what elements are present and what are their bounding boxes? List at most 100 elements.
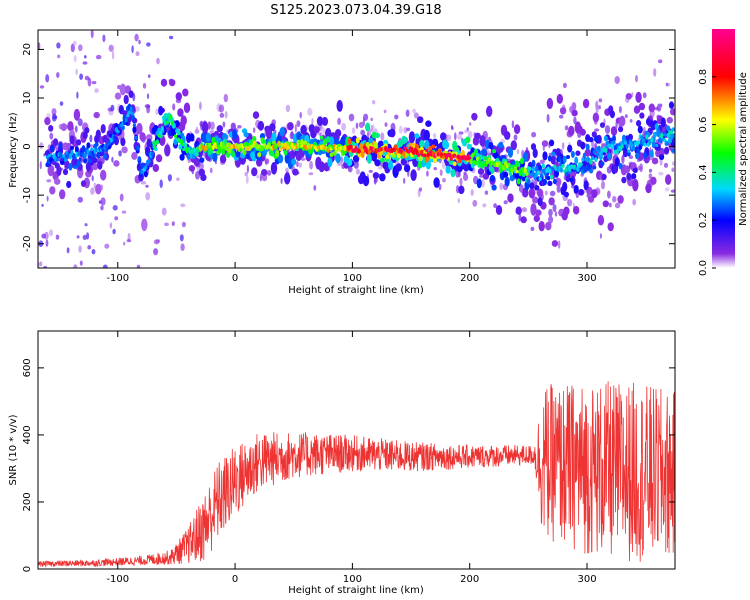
spectrogram-cell [551, 240, 559, 247]
spectrogram-cell [300, 124, 307, 135]
spectrogram-cell [426, 170, 429, 177]
spectrogram-cell [144, 104, 151, 109]
spectrogram-cell [614, 202, 621, 209]
spectrogram-cell [530, 226, 535, 232]
spectrogram-cell [90, 30, 94, 39]
spectrogram-cell [337, 117, 341, 125]
spectrogram-cell [539, 159, 545, 165]
spectrogram-cell [603, 155, 609, 163]
spectrogram-cell [640, 135, 644, 140]
spectrogram-cell [614, 76, 620, 84]
spectrogram-cell [335, 153, 341, 164]
spectrogram-cell [45, 74, 50, 83]
spectrogram-cell [67, 121, 74, 132]
spectrogram-cell [55, 234, 60, 240]
spectrogram-cell [175, 92, 182, 101]
spectrogram-cell [566, 155, 570, 159]
spectrogram-cell [95, 129, 101, 139]
spectrogram-cell [80, 180, 87, 188]
spectrogram-cell [531, 159, 536, 168]
spectrogram-cell [39, 85, 45, 89]
spectrogram-cell [569, 106, 573, 113]
snr-ylabel: SNR (10 * v/v) [8, 414, 19, 485]
spectrogram-cell [561, 163, 565, 168]
spectrogram-cell [528, 166, 532, 171]
spectrogram-cell [299, 111, 302, 119]
spectrogram-cell [410, 169, 417, 182]
spectrogram-cell [77, 118, 83, 127]
spectrogram-cell [529, 182, 535, 190]
spectrogram-cell [469, 122, 472, 126]
spectrogram-cell [546, 175, 551, 181]
spectrogram-cell [362, 175, 370, 187]
spectrogram-cell [78, 157, 82, 162]
spectrogram-cell [224, 111, 228, 119]
spectrogram-cell [326, 136, 331, 143]
spectrogram-cell [111, 156, 114, 163]
spectrogram-cell [83, 152, 87, 159]
spectrogram-cell [594, 157, 598, 163]
spectrogram-cell [134, 33, 139, 42]
spectrogram-cell [70, 146, 74, 150]
spectrogram-cell [384, 122, 388, 127]
spectrogram-cell [159, 130, 163, 136]
spectrogram-cell [544, 190, 548, 196]
spectrogram-cell [221, 142, 225, 148]
spectrogram-cell [298, 162, 303, 168]
spectrogram-cell [259, 173, 263, 182]
spectrogram-cell [665, 82, 669, 87]
spectrogram-cell [294, 124, 297, 133]
spectrogram-cell [285, 167, 289, 173]
spectrogram-cell [41, 233, 46, 239]
spectrogram-cell [618, 106, 622, 114]
spectrogram-cell [412, 108, 416, 114]
spectrogram-cell [627, 133, 634, 141]
chart-title: S125.2023.073.04.39.G18 [270, 3, 441, 18]
spectrogram-cell [91, 81, 97, 85]
spectrogram-cell [380, 132, 385, 141]
spectrogram-cell [579, 162, 583, 167]
spectrogram-cell [620, 144, 624, 149]
spectrogram-cell [669, 132, 674, 140]
spectrogram-cell [658, 59, 663, 64]
spectrogram-cell [552, 204, 557, 212]
spectrogram-cell [556, 93, 563, 104]
spectrogram-cell [626, 172, 632, 181]
spectrogram-cell [660, 132, 664, 139]
spectrogram-cell [64, 160, 70, 170]
spectrogram-cell [395, 163, 402, 172]
spectrogram-cell [95, 54, 102, 60]
colorbar-gradient [712, 29, 735, 268]
spectrogram-cell [283, 149, 288, 156]
spectrogram-cell [479, 174, 484, 178]
spectrogram-cell [278, 154, 284, 164]
spectrogram-cell [548, 168, 552, 174]
spectrogram-cell [110, 104, 115, 112]
spectrogram-cell [666, 116, 673, 124]
spectrogram-cell [349, 144, 353, 150]
spectrogram-cell [465, 136, 471, 144]
spectrogram-cell [189, 133, 195, 142]
spectrogram-cell [502, 165, 506, 171]
spectrogram-cell [554, 211, 558, 217]
spectrogram-cell [91, 175, 94, 182]
snr-xtick-label: 0 [232, 574, 238, 585]
spectrogram-cell [180, 243, 185, 251]
spectrogram-cell [417, 116, 424, 124]
spectrogram-cell [88, 158, 93, 164]
spectrogram-cell [78, 245, 82, 253]
spectrogram-cell [418, 187, 423, 192]
spectrogram-cell [277, 141, 281, 147]
spectrogram-cell [311, 118, 314, 126]
spectrogram-cell [46, 195, 49, 202]
spectrogram-cell [519, 162, 525, 168]
spectrogram-cell [433, 167, 438, 171]
spectrogram-cell [424, 140, 430, 150]
spectrogram-cell [237, 125, 242, 129]
spectrogram-cell [423, 153, 427, 158]
spectrogram-cell [81, 145, 86, 153]
spectrogram-cell [84, 75, 90, 81]
spectrogram-cell [109, 222, 113, 229]
spectrogram-cell [246, 175, 249, 184]
